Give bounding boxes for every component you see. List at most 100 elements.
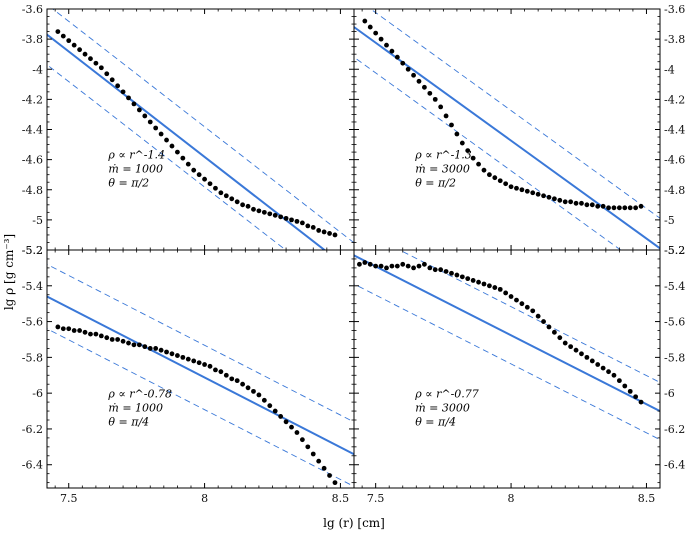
fit-band-upper: [52, 9, 354, 244]
data-point: [131, 342, 137, 348]
fit-band-lower: [354, 56, 622, 250]
data-point: [169, 143, 175, 149]
data-point: [332, 480, 338, 486]
data-point: [362, 18, 368, 24]
y-tick-label: -5: [32, 214, 43, 227]
data-point: [535, 191, 541, 197]
data-point: [218, 190, 224, 196]
data-point: [316, 458, 322, 464]
data-point: [514, 185, 519, 191]
data-point: [530, 308, 536, 314]
data-point: [400, 60, 406, 66]
data-point: [465, 276, 471, 282]
data-point: [535, 313, 541, 319]
data-point: [126, 340, 131, 346]
data-point: [213, 185, 218, 191]
data-point: [568, 199, 574, 205]
annotation-line: ρ ∝ r^-1.3: [414, 148, 472, 161]
fit-band-lower: [47, 328, 354, 487]
data-point: [234, 199, 240, 205]
data-point: [524, 304, 530, 310]
y-tick-label: -4.4: [22, 124, 43, 137]
data-point: [202, 362, 207, 367]
x-tick-label: 8: [508, 492, 515, 505]
data-point: [251, 206, 256, 212]
data-point: [362, 260, 368, 265]
data-point: [294, 430, 300, 435]
y-tick-label: -3.8: [22, 33, 43, 46]
data-point: [367, 261, 373, 267]
data-point: [321, 465, 327, 471]
fit-line: [47, 295, 354, 456]
y-tick-label: -6: [664, 387, 675, 400]
y-tick-label: -4.8: [664, 184, 685, 197]
data-point: [278, 414, 284, 419]
data-point: [378, 263, 384, 269]
data-point: [332, 232, 338, 238]
data-point: [459, 140, 465, 146]
data-point: [164, 137, 169, 143]
data-point: [524, 188, 530, 194]
data-point: [272, 408, 278, 414]
data-point: [245, 203, 251, 209]
y-tick-label: -4.2: [22, 93, 43, 106]
x-tick-label: 8.5: [638, 492, 656, 505]
data-point: [283, 419, 289, 425]
data-point: [405, 263, 411, 269]
data-point: [104, 335, 110, 341]
data-point: [557, 335, 563, 341]
data-point: [470, 278, 476, 283]
data-point: [245, 385, 251, 391]
data-point: [449, 270, 454, 276]
data-point: [207, 363, 213, 369]
data-point: [573, 347, 579, 353]
x-tick-label: 7.5: [367, 492, 385, 505]
panel-frame: [353, 249, 661, 489]
annotation-line: ρ ∝ r^-1.4: [107, 148, 165, 161]
y-tick-label: -5.4: [664, 280, 685, 293]
data-point: [411, 72, 416, 78]
y-tick-label: -4.2: [664, 93, 685, 106]
data-point: [98, 333, 104, 339]
data-point: [616, 378, 622, 384]
data-point: [557, 197, 563, 203]
data-point: [454, 131, 460, 137]
data-point: [541, 319, 546, 324]
data-point: [481, 167, 487, 173]
data-point: [470, 155, 476, 161]
data-point: [486, 172, 492, 178]
data-point: [196, 172, 202, 178]
data-point: [261, 397, 267, 403]
panel-frame: [353, 8, 661, 251]
data-point: [367, 24, 373, 30]
data-point: [153, 125, 159, 131]
y-tick-label: -5.8: [22, 351, 43, 364]
data-point: [251, 388, 256, 394]
data-point: [229, 196, 235, 202]
plot-area: [47, 263, 354, 487]
panel-bottom-right: 7.5 8 8.5 -6.4 -6.2 -6 -5.8 -5.6 -5.4 -5.2 ρ ∝ r^-…: [353, 244, 685, 505]
data-point: [394, 263, 400, 269]
annotation-line: θ = π/4: [108, 416, 149, 429]
data-point: [622, 205, 628, 211]
y-tick-label: -4.6: [22, 154, 43, 167]
data-point: [438, 267, 444, 273]
data-point: [373, 263, 379, 269]
data-point: [427, 90, 433, 96]
data-point: [229, 376, 235, 382]
data-point: [400, 261, 406, 267]
data-point: [606, 205, 611, 211]
y-tick-label: -5.6: [22, 316, 43, 329]
data-point: [449, 122, 454, 128]
data-point: [519, 301, 525, 307]
data-point: [126, 95, 131, 101]
panel-frame: [46, 8, 355, 251]
data-point: [131, 101, 137, 107]
data-point: [476, 161, 481, 167]
data-point: [223, 372, 229, 378]
x-tick-label: 8: [201, 492, 208, 505]
data-point: [310, 451, 316, 457]
data-point: [272, 212, 278, 218]
panel-frame: [46, 249, 355, 489]
